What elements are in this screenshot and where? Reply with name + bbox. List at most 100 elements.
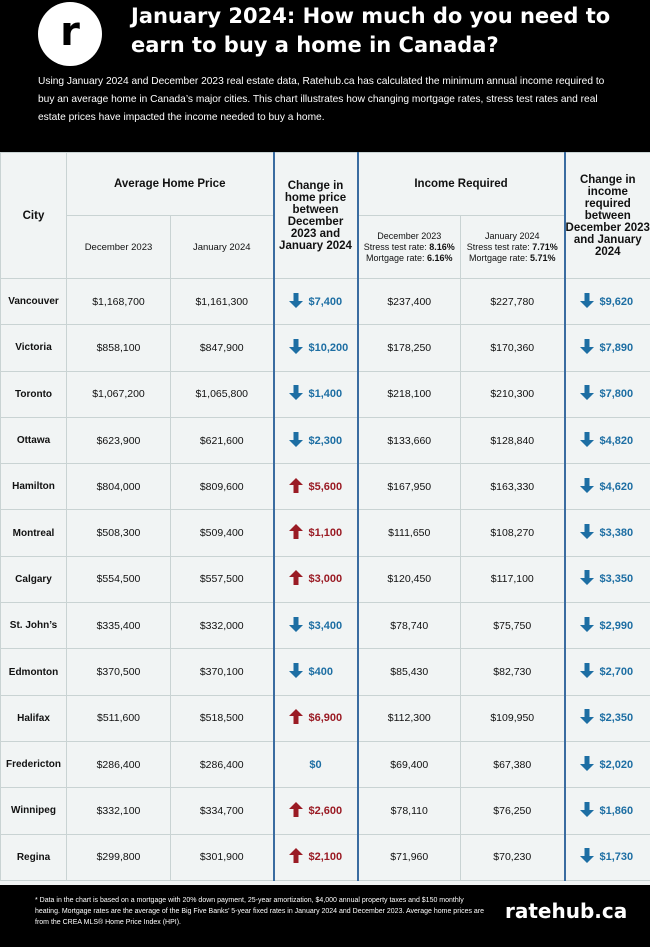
- income-change-cell: $2,700: [563, 648, 650, 696]
- change-value: $9,620: [599, 295, 634, 308]
- ratehub-logo: r: [38, 2, 102, 66]
- income-jan-stress-rate: Stress test rate: 7.71%: [466, 241, 558, 252]
- change-value: $2,100: [308, 851, 343, 864]
- arrow-down-icon: [288, 431, 303, 450]
- arrow-down-icon: [579, 385, 594, 403]
- income-dec-cell: $71,960: [356, 833, 461, 881]
- price-change-cell: $6,900: [272, 694, 358, 742]
- income-change-cell: $4,820: [563, 416, 650, 465]
- change-value: $2,020: [599, 758, 634, 771]
- price-jan-cell: $332,000: [170, 602, 274, 650]
- income-jan-cell: $108,270: [460, 509, 565, 557]
- arrow-down-icon: [579, 616, 594, 635]
- income-dec-cell: $133,660: [356, 416, 461, 465]
- change-value: $1,860: [599, 804, 634, 817]
- arrow-down-icon: [579, 801, 594, 820]
- change-value: $2,350: [599, 712, 634, 725]
- arrow-down-icon: [579, 848, 594, 866]
- income-change-cell: $1,730: [563, 833, 650, 881]
- arrow-down-icon: [579, 709, 594, 727]
- table-row: Hamilton $804,000 $809,600 $5,600 $167,950 $1…: [0, 463, 650, 511]
- change-value: $3,000: [308, 573, 343, 586]
- change-value: $5,600: [308, 480, 343, 493]
- income-dec-cell: $120,450: [356, 555, 461, 604]
- price-change-cell: $1,400: [272, 370, 358, 418]
- income-dec-cell: $78,740: [356, 602, 461, 650]
- arrow-up-icon: [288, 524, 303, 542]
- arrow-down-icon: [579, 524, 594, 542]
- price-dec-cell: $335,400: [66, 602, 171, 650]
- change-value: $7,890: [599, 341, 634, 354]
- income-dec-cell: $69,400: [356, 740, 461, 789]
- change-value: $7,400: [308, 295, 343, 308]
- header-average-home-price: Average Home Price: [66, 152, 274, 216]
- change-value: $10,200: [308, 341, 349, 354]
- arrow-down-icon: [579, 338, 594, 357]
- change-value: $400: [308, 665, 333, 678]
- city-cell: Halifax: [0, 694, 67, 742]
- header-city: City: [0, 152, 67, 279]
- price-dec-cell: $1,168,700: [66, 277, 171, 326]
- income-jan-cell: $75,750: [460, 602, 565, 650]
- price-change-cell: $3,000: [272, 555, 358, 604]
- price-change-cell: $2,600: [272, 787, 358, 835]
- income-change-cell: $9,620: [563, 277, 650, 326]
- arrow-down-icon: [579, 663, 594, 681]
- table-row: Calgary $554,500 $557,500 $3,000 $120,450 $11…: [0, 555, 650, 604]
- arrow-up-icon: [288, 709, 303, 727]
- arrow-down-icon: [288, 385, 303, 403]
- table-row: Edmonton $370,500 $370,100 $400 $85,430 $82,7…: [0, 648, 650, 696]
- change-value: $7,800: [599, 388, 634, 401]
- price-change-cell: $2,100: [272, 833, 358, 881]
- city-cell: Ottawa: [0, 416, 67, 465]
- arrow-down-icon: [579, 477, 594, 496]
- change-value: $4,820: [599, 434, 634, 447]
- logo-letter: r: [60, 9, 80, 55]
- price-change-cell: $5,600: [272, 463, 358, 511]
- header: r January 2024: How much do you need to …: [0, 0, 650, 150]
- income-dec-cell: $112,300: [356, 694, 461, 742]
- change-value: $2,990: [599, 619, 634, 632]
- change-value: $2,300: [308, 434, 343, 447]
- income-jan-cell: $128,840: [460, 416, 565, 465]
- income-change-cell: $7,800: [563, 370, 650, 418]
- change-value: $1,400: [308, 388, 343, 401]
- price-change-cell: $0: [272, 740, 358, 789]
- income-change-cell: $1,860: [563, 787, 650, 835]
- price-jan-cell: $1,065,800: [170, 370, 274, 418]
- price-jan-cell: $334,700: [170, 787, 274, 835]
- city-cell: Toronto: [0, 370, 67, 418]
- city-cell: Fredericton: [0, 740, 67, 789]
- income-jan-cell: $82,730: [460, 648, 565, 696]
- price-jan-cell: $621,600: [170, 416, 274, 465]
- brand-wordmark: ratehub.ca: [505, 899, 628, 923]
- income-jan-cell: $67,380: [460, 740, 565, 789]
- change-value: $1,730: [599, 851, 634, 864]
- income-jan-month: January 2024: [484, 230, 540, 241]
- price-dec-cell: $370,500: [66, 648, 171, 696]
- income-change-cell: $3,380: [563, 509, 650, 557]
- arrow-down-icon: [288, 292, 303, 311]
- city-cell: Montreal: [0, 509, 67, 557]
- income-dec-cell: $218,100: [356, 370, 461, 418]
- intro-text: Using January 2024 and December 2023 rea…: [38, 76, 605, 123]
- price-jan-cell: $509,400: [170, 509, 274, 557]
- arrow-up-icon: [288, 570, 303, 588]
- city-cell: Regina: [0, 833, 67, 881]
- income-jan-mortgage-rate: Mortgage rate: 5.71%: [468, 252, 556, 263]
- income-jan-cell: $210,300: [460, 370, 565, 418]
- change-value: $3,350: [599, 573, 634, 586]
- footnote: * Data in the chart is based on a mortga…: [35, 897, 485, 926]
- income-table-container: City Average Home Price Change in home p…: [0, 152, 650, 885]
- arrow-down-icon: [288, 338, 303, 357]
- city-cell: Vancouver: [0, 277, 67, 326]
- income-change-cell: $4,620: [563, 463, 650, 511]
- income-change-cell: $7,890: [563, 324, 650, 372]
- income-table: City Average Home Price Change in home p…: [0, 152, 650, 881]
- income-dec-cell: $167,950: [356, 463, 461, 511]
- price-dec-cell: $623,900: [66, 416, 171, 465]
- page-title: January 2024: How much do you need to ea…: [131, 4, 611, 57]
- income-dec-stress-rate: Stress test rate: 8.16%: [363, 241, 455, 252]
- price-jan-cell: $809,600: [170, 463, 274, 511]
- income-dec-cell: $237,400: [356, 277, 461, 326]
